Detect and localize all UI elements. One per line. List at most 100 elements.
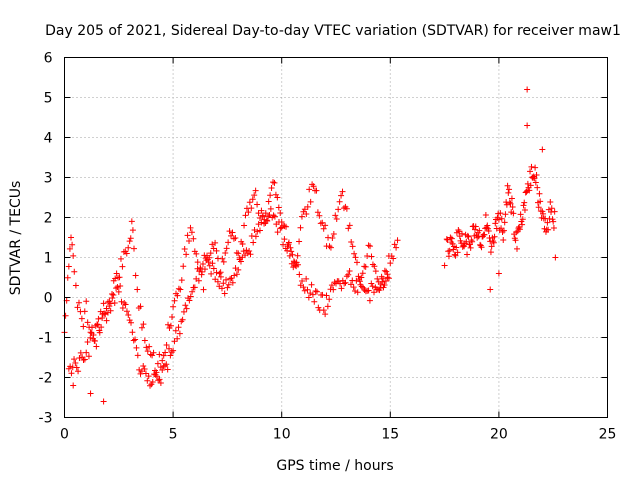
data-point	[510, 210, 517, 217]
data-point	[200, 286, 207, 293]
y-tick-label: 1	[44, 251, 53, 267]
data-point	[519, 221, 526, 228]
data-point	[351, 250, 358, 257]
data-point	[527, 182, 534, 189]
data-point	[157, 380, 164, 387]
data-point	[167, 322, 174, 329]
data-point	[201, 266, 208, 273]
data-point	[278, 224, 285, 231]
data-point	[256, 227, 263, 234]
data-point	[375, 286, 382, 293]
data-point	[287, 244, 294, 251]
data-point	[84, 319, 91, 326]
data-point	[83, 298, 90, 305]
data-point	[116, 274, 123, 281]
data-point	[87, 329, 94, 336]
data-point	[270, 212, 277, 219]
data-point	[184, 232, 191, 239]
data-point	[508, 195, 515, 202]
data-point	[220, 280, 227, 287]
data-point	[144, 377, 151, 384]
plot-frame	[64, 57, 608, 418]
data-point	[81, 356, 88, 363]
data-point	[66, 245, 73, 252]
data-point	[446, 247, 453, 254]
data-point	[339, 188, 346, 195]
y-tick-label: 6	[44, 51, 53, 67]
data-point	[227, 275, 234, 282]
data-point	[288, 248, 295, 255]
data-point	[206, 262, 213, 269]
x-tick-label: 0	[60, 427, 69, 443]
data-point	[80, 323, 87, 330]
data-point	[212, 239, 219, 246]
data-point	[217, 269, 224, 276]
data-point	[126, 317, 133, 324]
data-point	[172, 327, 179, 334]
data-point	[162, 349, 169, 356]
data-point	[70, 252, 77, 259]
data-point	[93, 343, 100, 350]
data-point	[147, 382, 154, 389]
data-point	[183, 251, 190, 258]
data-point	[100, 300, 107, 307]
data-point	[270, 179, 277, 186]
data-point	[330, 231, 337, 238]
data-point	[376, 287, 383, 294]
x-tick-label: 20	[490, 427, 508, 443]
data-point	[224, 284, 231, 291]
data-point	[64, 274, 71, 281]
data-point	[263, 217, 270, 224]
data-point	[478, 244, 485, 251]
data-point	[187, 293, 194, 300]
data-point	[292, 262, 299, 269]
data-point	[235, 250, 242, 257]
data-point	[109, 291, 116, 298]
data-point	[338, 285, 345, 292]
data-point	[527, 168, 534, 175]
data-point	[115, 288, 122, 295]
data-point	[335, 206, 342, 213]
data-point	[383, 268, 390, 275]
data-point	[183, 305, 190, 312]
data-point	[242, 212, 249, 219]
data-point	[125, 244, 132, 251]
data-point	[209, 260, 216, 267]
data-point	[506, 199, 513, 206]
data-point	[141, 366, 148, 373]
grid-lines	[64, 57, 608, 418]
data-point	[84, 339, 91, 346]
data-point	[452, 252, 459, 259]
data-point	[487, 249, 494, 256]
data-point	[123, 308, 130, 315]
data-point	[313, 187, 320, 194]
data-point	[356, 276, 363, 283]
data-point	[233, 271, 240, 278]
data-point	[72, 282, 79, 289]
data-point	[198, 271, 205, 278]
data-point	[371, 263, 378, 270]
data-point	[214, 278, 221, 285]
data-point	[153, 373, 160, 380]
data-point	[348, 239, 355, 246]
data-point	[113, 270, 120, 277]
data-point	[353, 259, 360, 266]
data-point	[140, 321, 147, 328]
data-point	[301, 287, 308, 294]
data-point	[134, 352, 141, 359]
data-point	[328, 282, 335, 289]
data-point	[171, 338, 178, 345]
data-point	[225, 239, 232, 246]
data-point	[240, 248, 247, 255]
data-point	[274, 229, 281, 236]
data-point	[491, 233, 498, 240]
data-point	[391, 241, 398, 248]
data-point	[327, 244, 334, 251]
data-point	[255, 221, 262, 228]
data-point	[514, 245, 520, 252]
data-point	[168, 349, 175, 356]
data-point	[229, 229, 236, 236]
data-point	[132, 272, 139, 279]
data-point	[222, 250, 229, 257]
data-point	[354, 289, 361, 296]
